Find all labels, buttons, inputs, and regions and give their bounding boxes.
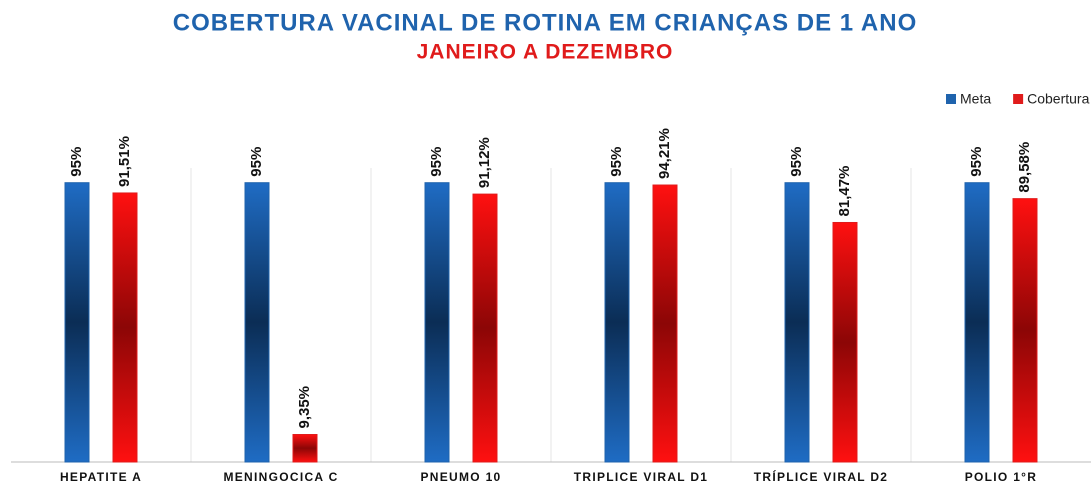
- bar: [604, 182, 630, 463]
- bar: [64, 182, 90, 463]
- value-label: 81,47%: [836, 166, 853, 217]
- legend-label: Meta: [960, 91, 991, 107]
- x-tick-label: HEPATITE A: [60, 470, 142, 484]
- x-tick-label: TRÍPLICE VIRAL D2: [754, 469, 889, 484]
- legend-label: Cobertura: [1027, 91, 1089, 107]
- x-tick-label: PNEUMO 10: [420, 470, 501, 484]
- value-label: 9,35%: [296, 386, 313, 429]
- value-label: 95%: [428, 147, 445, 177]
- value-label: 95%: [968, 147, 985, 177]
- bar: [112, 192, 138, 463]
- chart-title: COBERTURA VACINAL DE ROTINA EM CRIANÇAS …: [173, 9, 917, 36]
- x-tick-label: POLIO 1°R: [965, 470, 1038, 484]
- legend-swatch: [1013, 94, 1024, 104]
- bar: [472, 193, 498, 463]
- bar: [424, 182, 450, 463]
- bar: [244, 182, 270, 463]
- value-label: 95%: [248, 147, 265, 177]
- value-label: 95%: [608, 147, 625, 177]
- legend-swatch: [946, 94, 956, 104]
- bar: [292, 434, 318, 463]
- bar: [964, 182, 990, 463]
- x-tick-label: MENINGOCICA C: [223, 470, 338, 484]
- chart-subtitle: JANEIRO A DEZEMBRO: [417, 41, 674, 64]
- bar: [784, 182, 810, 463]
- value-label: 95%: [788, 147, 805, 177]
- value-label: 91,51%: [116, 136, 133, 187]
- bar: [1012, 198, 1038, 463]
- x-tick-label: TRIPLICE VIRAL D1: [574, 470, 709, 484]
- value-label: 91,12%: [476, 137, 493, 188]
- bar: [652, 184, 678, 463]
- value-label: 89,58%: [1016, 142, 1033, 193]
- value-label: 95%: [68, 147, 85, 177]
- bar: [832, 221, 858, 463]
- value-label: 94,21%: [656, 128, 673, 179]
